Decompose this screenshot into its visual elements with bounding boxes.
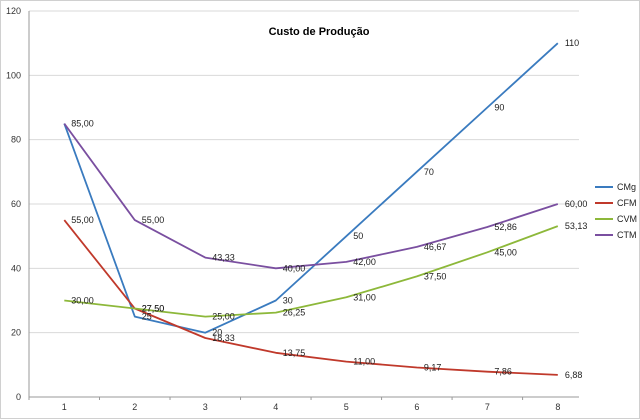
legend-label-CMg: CMg bbox=[617, 182, 636, 192]
chart-title: Custo de Produção bbox=[269, 26, 370, 38]
data-label-CTM-1: 85,00 bbox=[71, 119, 94, 129]
data-label-CTM-2: 55,00 bbox=[142, 215, 165, 225]
x-tick-label-8: 8 bbox=[555, 402, 560, 412]
y-tick-label-80: 80 bbox=[11, 135, 21, 145]
data-label-CMg-3: 20 bbox=[212, 328, 222, 338]
x-tick-label-7: 7 bbox=[485, 402, 490, 412]
data-label-CFM-1: 55,00 bbox=[71, 215, 94, 225]
data-label-CTM-4: 40,00 bbox=[283, 263, 306, 273]
data-label-CFM-6: 9,17 bbox=[424, 363, 442, 373]
y-tick-label-60: 60 bbox=[11, 199, 21, 209]
data-label-CVM-2: 27,50 bbox=[142, 304, 165, 314]
data-label-CMg-6: 70 bbox=[424, 167, 434, 177]
data-label-CVM-7: 45,00 bbox=[494, 247, 517, 257]
x-tick-label-6: 6 bbox=[414, 402, 419, 412]
data-label-CFM-3: 18,33 bbox=[212, 333, 235, 343]
data-label-CTM-6: 46,67 bbox=[424, 242, 447, 252]
data-label-CMg-4: 30 bbox=[283, 296, 293, 306]
x-tick-label-5: 5 bbox=[344, 402, 349, 412]
data-label-CVM-3: 25,00 bbox=[212, 312, 235, 322]
data-label-CVM-4: 26,25 bbox=[283, 308, 306, 318]
y-tick-label-100: 100 bbox=[6, 70, 21, 80]
data-label-CTM-8: 60,00 bbox=[565, 199, 588, 209]
data-label-CFM-8: 6,88 bbox=[565, 370, 583, 380]
data-label-CFM-4: 13,75 bbox=[283, 348, 306, 358]
y-tick-label-40: 40 bbox=[11, 263, 21, 273]
x-tick-label-2: 2 bbox=[132, 402, 137, 412]
legend: CMg CFM CVM CTM bbox=[595, 182, 637, 240]
data-label-CFM-5: 11,00 bbox=[353, 357, 375, 367]
data-label-CVM-6: 37,50 bbox=[424, 271, 447, 281]
data-label-CTM-7: 52,86 bbox=[494, 222, 517, 232]
series-line-CFM bbox=[63, 219, 558, 376]
data-label-CMg-8: 110 bbox=[565, 38, 579, 48]
data-labels: 25 20 30 50 70 90 110 55,00 27,50 18,33 13,75 11,00… bbox=[71, 38, 587, 380]
x-tick-label-3: 3 bbox=[203, 402, 208, 412]
data-label-CMg-7: 90 bbox=[494, 103, 504, 113]
data-label-CMg-2: 25 bbox=[142, 312, 152, 322]
data-label-CVM-8: 53,13 bbox=[565, 221, 588, 231]
y-tick-label-0: 0 bbox=[16, 392, 21, 402]
data-label-CVM-1: 30,00 bbox=[71, 296, 94, 306]
legend-label-CVM: CVM bbox=[617, 214, 637, 224]
gridlines bbox=[29, 10, 579, 334]
data-label-CVM-5: 31,00 bbox=[353, 292, 376, 302]
axes: 0 20 40 60 80 100 120 1 2 3 4 5 6 7 8 bbox=[6, 6, 579, 412]
data-label-CTM-5: 42,00 bbox=[353, 257, 376, 267]
series-lines bbox=[63, 42, 559, 376]
y-tick-label-20: 20 bbox=[11, 328, 21, 338]
series-line-CVM bbox=[64, 225, 559, 318]
data-label-CFM-7: 7,86 bbox=[494, 367, 512, 377]
series-line-CMg bbox=[63, 42, 559, 334]
data-label-CMg-5: 50 bbox=[353, 231, 363, 241]
y-tick-label-120: 120 bbox=[6, 6, 21, 16]
legend-label-CFM: CFM bbox=[617, 198, 637, 208]
data-label-CTM-3: 43,33 bbox=[212, 253, 235, 263]
data-label-CFM-2: 27,50 bbox=[142, 304, 165, 314]
series-line-CTM bbox=[63, 123, 559, 270]
legend-label-CTM: CTM bbox=[617, 230, 637, 240]
x-tick-label-1: 1 bbox=[62, 402, 67, 412]
x-tick-label-4: 4 bbox=[273, 402, 278, 412]
